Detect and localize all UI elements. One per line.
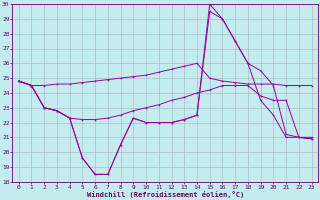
- X-axis label: Windchill (Refroidissement éolien,°C): Windchill (Refroidissement éolien,°C): [86, 191, 244, 198]
